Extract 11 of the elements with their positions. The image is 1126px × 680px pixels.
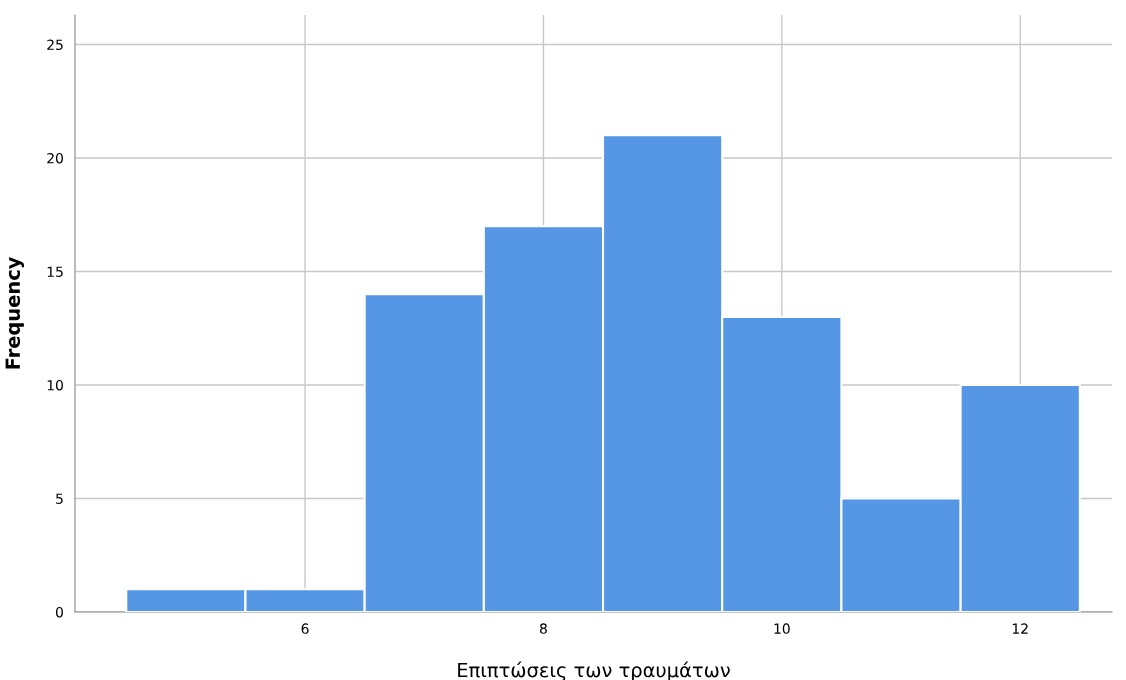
x-tick-label: 12	[1012, 623, 1028, 634]
y-tick-label: 20	[47, 152, 63, 164]
y-tick-label: 15	[47, 266, 63, 277]
y-tick-label: 10	[47, 379, 63, 391]
x-tick-label: 6	[301, 623, 309, 634]
x-tick-label: 8	[539, 623, 547, 634]
y-tick-label: 5	[56, 493, 63, 504]
y-axis-title: Frequency	[5, 256, 24, 369]
y-tick-label: 0	[55, 606, 63, 618]
y-tick-label: 25	[47, 39, 63, 50]
x-tick-label: 10	[774, 623, 790, 634]
